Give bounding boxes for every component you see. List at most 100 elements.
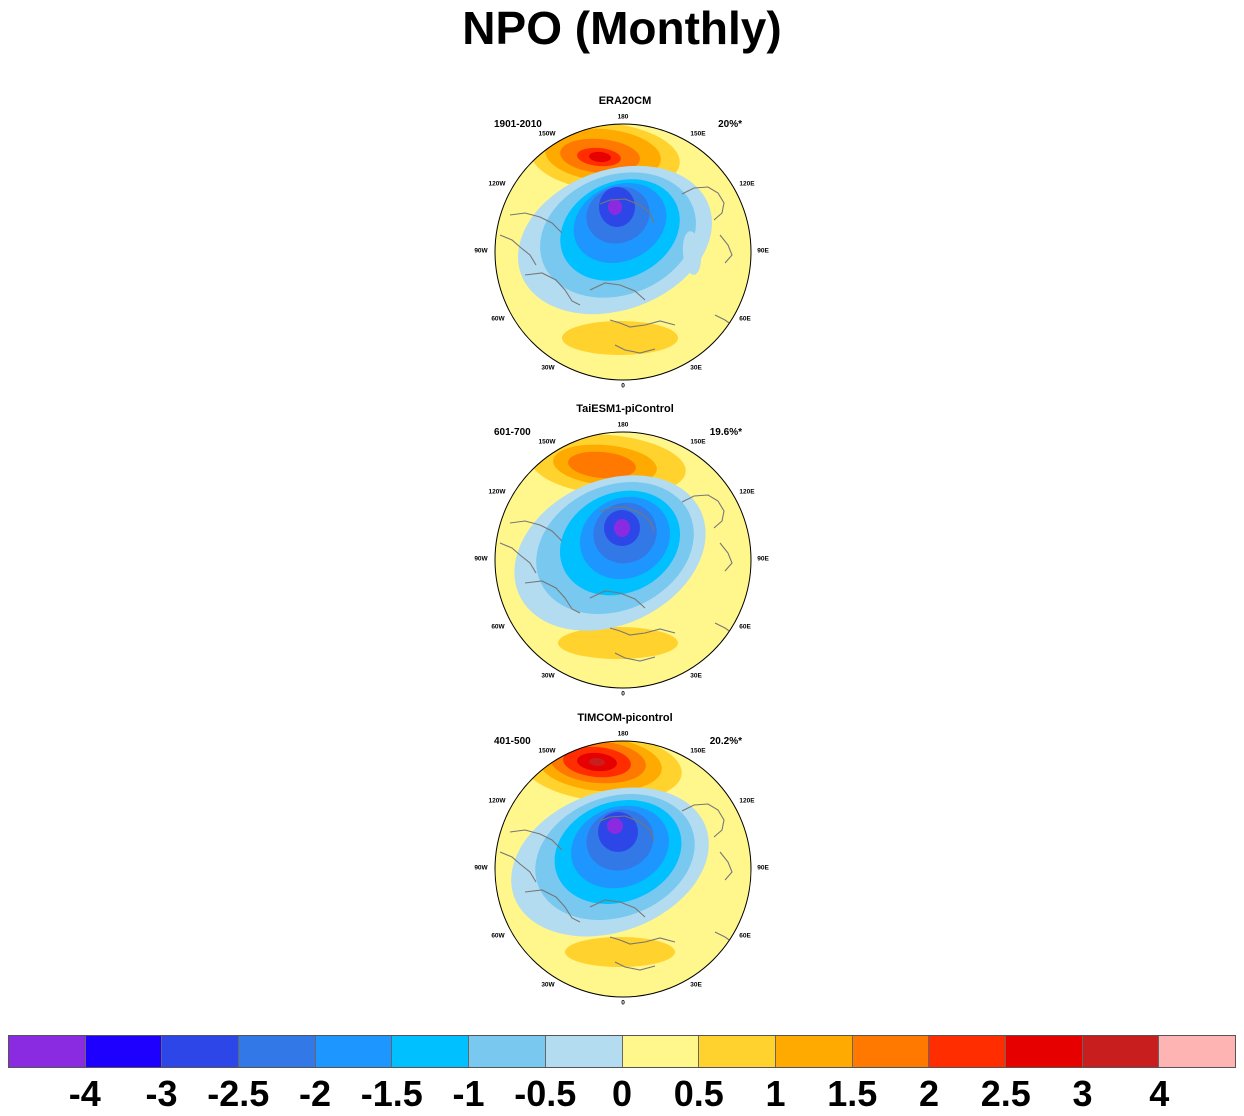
positive-anomaly-contour [589, 151, 611, 163]
longitude-label: 120W [488, 488, 506, 496]
longitude-label: 60E [739, 623, 751, 631]
longitude-label: 180 [617, 730, 629, 738]
coastline [614, 344, 656, 354]
coastline [599, 506, 655, 532]
longitude-label: 150W [538, 130, 556, 138]
longitude-label: 30E [690, 364, 702, 372]
colorbar-label: 3 [1072, 1073, 1093, 1114]
coastline [499, 234, 537, 266]
coastline [524, 580, 581, 614]
longitude-label: 150E [690, 747, 706, 755]
longitude-label: 120W [488, 180, 506, 188]
longitude-label: 30E [690, 672, 702, 680]
longitude-label: 180 [617, 113, 629, 121]
coastline [719, 234, 733, 264]
colorbar-swatch [622, 1036, 700, 1067]
positive-anomaly-contour [589, 757, 605, 767]
positive-anomaly-contour [562, 321, 678, 355]
coastline [589, 282, 646, 301]
colorbar-label: -0.5 [514, 1073, 577, 1114]
colorbar-swatch [852, 1036, 930, 1067]
panel-variance: 20%* [718, 119, 742, 130]
coastline [524, 272, 581, 306]
colorbar-swatch [315, 1036, 393, 1067]
colorbar-swatch [1082, 1036, 1160, 1067]
coastline [499, 542, 537, 574]
colorbar-label: 2 [918, 1073, 940, 1114]
map-border [494, 431, 752, 689]
coastline [614, 961, 656, 971]
coastline [509, 212, 563, 234]
map-border [494, 123, 752, 381]
coastline [719, 851, 733, 881]
panel-variance: 20.2%* [709, 736, 742, 747]
colorbar-label: 0 [611, 1073, 633, 1114]
longitude-label: 30W [541, 981, 555, 989]
panel-period: 401-500 [494, 736, 531, 747]
longitude-label: 150W [538, 747, 556, 755]
longitude-label: 0 [621, 690, 625, 698]
coastline [599, 815, 655, 841]
map-border [494, 740, 752, 998]
panel-period: 1901-2010 [494, 119, 542, 130]
polar-map [494, 740, 752, 998]
colorbar-label: 1.5 [827, 1073, 878, 1114]
positive-anomaly-contour [568, 451, 636, 479]
longitude-label: 90W [474, 247, 488, 255]
longitude-label: 150E [690, 438, 706, 446]
coastline [589, 899, 646, 918]
colorbar-swatch [1159, 1036, 1235, 1067]
colorbar-label: 2.5 [980, 1073, 1031, 1114]
panel-variance: 19.6%* [709, 427, 742, 438]
longitude-label: 120E [739, 797, 755, 805]
longitude-label: 180 [617, 421, 629, 429]
colorbar-swatch [392, 1036, 470, 1067]
longitude-label: 120E [739, 488, 755, 496]
colorbar-label: 0.5 [673, 1073, 724, 1114]
map-panel: ERA20CM 1901-2010 20%* 180 150E 120E 90E 60E 30E… [470, 95, 780, 395]
colorbar-label: -2 [298, 1073, 332, 1114]
map-panel: TaiESM1-piControl 601-700 19.6%* 180 150E 120… [470, 403, 780, 703]
colorbar [8, 1035, 1236, 1068]
coastline [599, 198, 655, 224]
longitude-label: 150E [690, 130, 706, 138]
positive-anomaly-contour [565, 937, 675, 967]
polar-map [494, 431, 752, 689]
longitude-label: 30E [690, 981, 702, 989]
longitude-label: 0 [621, 382, 625, 390]
longitude-label: 30W [541, 672, 555, 680]
longitude-label: 60E [739, 932, 751, 940]
negative-anomaly-contour [608, 199, 622, 215]
longitude-label: 90E [757, 247, 769, 255]
map-panel: TIMCOM-picontrol 401-500 20.2%* 180 150E 120E… [470, 712, 780, 1012]
colorbar-swatch [775, 1036, 853, 1067]
positive-anomaly-contour [558, 627, 678, 659]
longitude-label: 30W [541, 364, 555, 372]
coastline [609, 627, 676, 636]
colorbar-swatch [545, 1036, 623, 1067]
colorbar-swatch [699, 1036, 776, 1067]
colorbar-swatch [469, 1036, 546, 1067]
coastline [614, 652, 656, 662]
coastline [509, 829, 563, 851]
longitude-label: 60W [491, 315, 505, 323]
panel-title: TaiESM1-piControl [576, 403, 674, 415]
longitude-label: 150W [538, 438, 556, 446]
longitude-label: 60W [491, 623, 505, 631]
coastline [589, 590, 646, 609]
colorbar-swatch [85, 1036, 163, 1067]
coastline [719, 542, 733, 572]
colorbar-label: -1.5 [360, 1073, 423, 1114]
coastline [499, 851, 537, 883]
negative-anomaly-contour [607, 818, 623, 834]
coastline [681, 803, 725, 838]
colorbar-swatch [162, 1036, 240, 1067]
panel-title: TIMCOM-picontrol [577, 712, 673, 724]
negative-anomaly-contour [682, 231, 702, 275]
coastline [681, 186, 725, 221]
colorbar-label: -2.5 [207, 1073, 270, 1114]
longitude-label: 60W [491, 932, 505, 940]
colorbar-swatch [929, 1036, 1006, 1067]
polar-map [494, 123, 752, 381]
coastline [609, 319, 676, 328]
